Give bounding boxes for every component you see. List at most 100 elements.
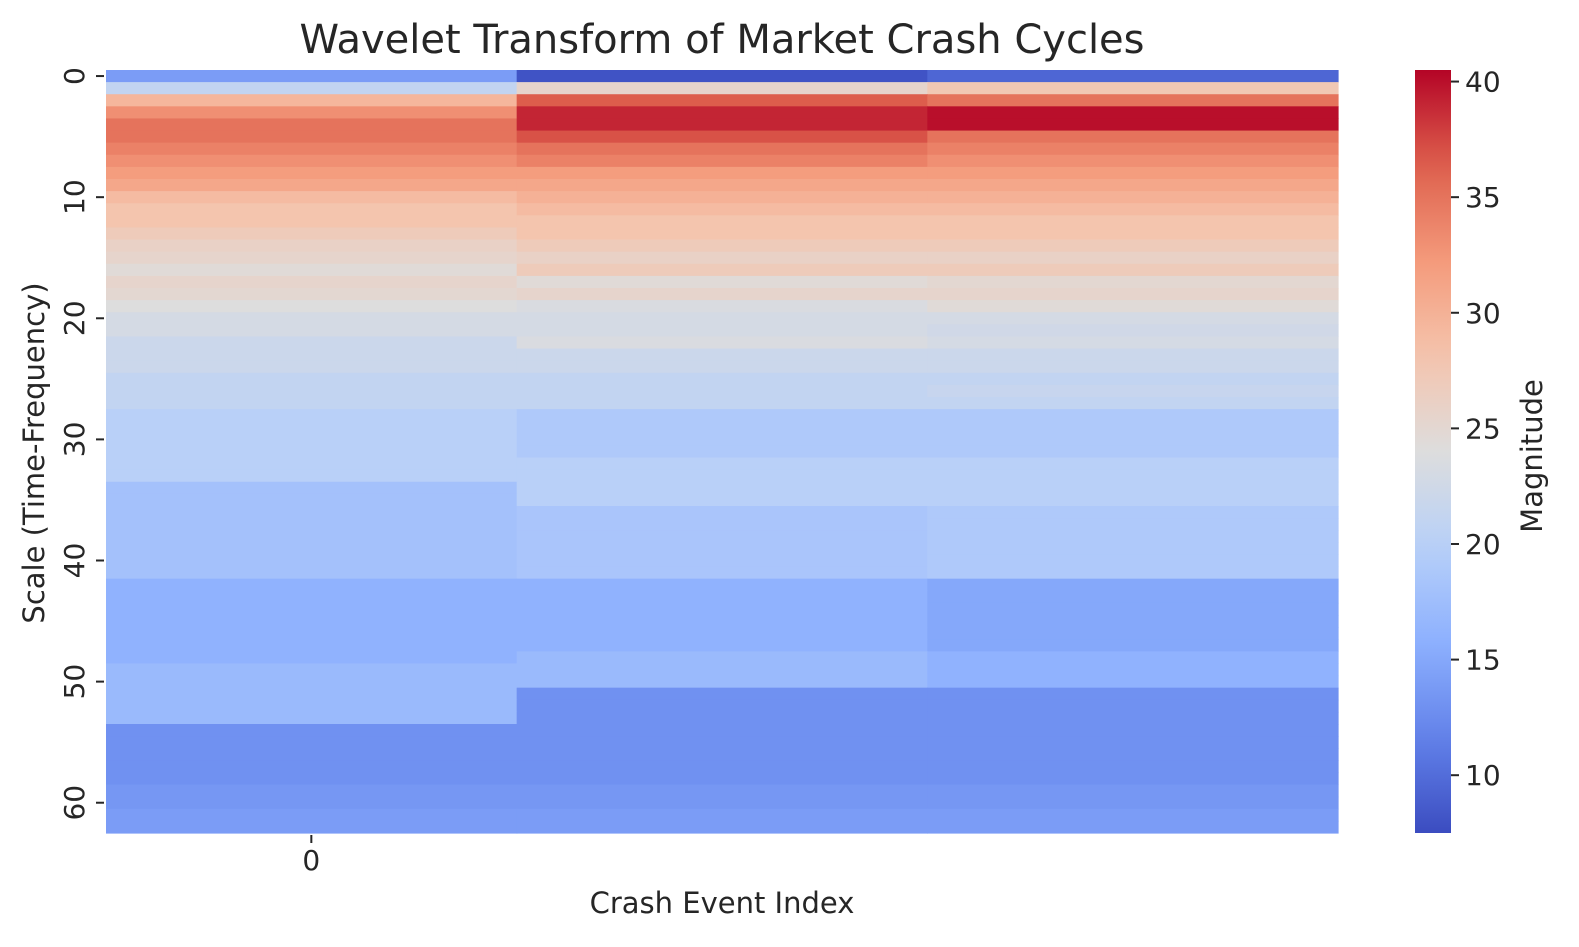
heatmap-cell bbox=[106, 506, 518, 519]
heatmap-cell bbox=[516, 348, 928, 362]
heatmap-cell bbox=[927, 118, 1339, 132]
heatmap-cell bbox=[516, 130, 928, 144]
chart-title: Wavelet Transform of Market Crash Cycles bbox=[299, 17, 1144, 63]
heatmap-cell bbox=[516, 82, 928, 95]
heatmap-cell bbox=[516, 518, 928, 531]
heatmap-cell bbox=[106, 251, 518, 265]
heatmap-cell bbox=[106, 300, 518, 313]
heatmap-cell bbox=[516, 457, 928, 471]
heatmap-cell bbox=[106, 312, 518, 325]
heatmap-cell bbox=[516, 699, 928, 713]
heatmap-cell bbox=[106, 433, 518, 447]
heatmap-cell bbox=[927, 312, 1339, 325]
y-tick-label: 30 bbox=[58, 422, 91, 458]
heatmap-cell bbox=[927, 275, 1339, 289]
heatmap-cell bbox=[516, 578, 928, 592]
heatmap-cell bbox=[927, 554, 1339, 568]
heatmap-cell bbox=[106, 542, 518, 556]
heatmap-cell bbox=[927, 481, 1339, 495]
colorbar-tick-label: 20 bbox=[1465, 528, 1501, 561]
heatmap-cell bbox=[927, 493, 1339, 507]
heatmap-cell bbox=[516, 542, 928, 556]
heatmap-cell bbox=[106, 615, 518, 628]
heatmap-cell bbox=[516, 493, 928, 507]
heatmap-cell bbox=[927, 227, 1339, 241]
colorbar-tick-label: 30 bbox=[1465, 297, 1501, 330]
heatmap-cell bbox=[927, 566, 1339, 580]
heatmap-cell bbox=[106, 639, 518, 652]
heatmap-cell bbox=[516, 784, 928, 798]
heatmap-cell bbox=[106, 578, 518, 592]
heatmap-cell bbox=[927, 602, 1339, 616]
heatmap-cell bbox=[516, 106, 928, 120]
heatmap-cell bbox=[516, 215, 928, 229]
heatmap-cell bbox=[516, 336, 928, 350]
heatmap-cell bbox=[927, 530, 1339, 543]
heatmap-cell bbox=[106, 421, 518, 434]
heatmap-cell bbox=[106, 736, 518, 749]
heatmap-cell bbox=[106, 457, 518, 471]
heatmap-cell bbox=[927, 663, 1339, 677]
heatmap-cell bbox=[927, 324, 1339, 338]
heatmap-cell bbox=[927, 203, 1339, 216]
heatmap-cell bbox=[927, 336, 1339, 350]
y-tick-label: 10 bbox=[58, 179, 91, 215]
heatmap-cell bbox=[927, 372, 1339, 386]
heatmap-cell bbox=[927, 82, 1339, 95]
heatmap-cell bbox=[106, 590, 518, 604]
heatmap-cell bbox=[106, 566, 518, 580]
heatmap-cell bbox=[106, 227, 518, 241]
heatmap-cell bbox=[927, 166, 1339, 180]
heatmap-cell bbox=[106, 263, 518, 277]
heatmap-cell bbox=[927, 784, 1339, 798]
x-axis: 0 bbox=[302, 835, 320, 877]
heatmap-cell bbox=[516, 118, 928, 132]
heatmap-cell bbox=[106, 748, 518, 761]
heatmap-cell bbox=[516, 384, 928, 398]
heatmap-cell bbox=[516, 615, 928, 628]
heatmap-cell bbox=[927, 215, 1339, 229]
heatmap-cell bbox=[516, 227, 928, 241]
heatmap-cell bbox=[516, 360, 928, 374]
heatmap-cell bbox=[106, 166, 518, 180]
heatmap-cell bbox=[927, 675, 1339, 689]
heatmap-cell bbox=[927, 651, 1339, 665]
heatmap-cell bbox=[927, 179, 1339, 192]
heatmap-cell bbox=[106, 675, 518, 689]
y-tick-label: 20 bbox=[58, 300, 91, 336]
y-axis: 0 10 20 30 40 50 60 bbox=[58, 67, 104, 821]
heatmap-cell bbox=[516, 191, 928, 204]
heatmap-cell bbox=[106, 142, 518, 156]
heatmap-cell bbox=[927, 699, 1339, 713]
heatmap-cell bbox=[106, 627, 518, 640]
heatmap-cell bbox=[927, 772, 1339, 786]
heatmap-cell bbox=[516, 748, 928, 761]
heatmap-cell bbox=[927, 736, 1339, 749]
heatmap-cell bbox=[106, 445, 518, 459]
heatmap-cell bbox=[106, 288, 518, 301]
heatmap-cell bbox=[106, 94, 518, 107]
heatmap-cell bbox=[927, 687, 1339, 701]
heatmap-cell bbox=[106, 70, 518, 83]
heatmap-cell bbox=[927, 469, 1339, 483]
heatmap-cell bbox=[516, 179, 928, 192]
heatmap-cell bbox=[927, 70, 1339, 83]
heatmap-cell bbox=[927, 457, 1339, 471]
colorbar-axis: 10 15 20 25 30 35 40 bbox=[1451, 66, 1501, 792]
heatmap-cell bbox=[106, 784, 518, 798]
heatmap-cell bbox=[106, 554, 518, 568]
heatmap-cell bbox=[106, 336, 518, 350]
heatmap-cell bbox=[106, 179, 518, 192]
heatmap-cell bbox=[106, 106, 518, 120]
heatmap-cell bbox=[106, 481, 518, 495]
heatmap-cell bbox=[927, 251, 1339, 265]
heatmap-cell bbox=[106, 493, 518, 507]
heatmap-cell bbox=[516, 70, 928, 83]
heatmap-cell bbox=[106, 203, 518, 216]
heatmap-cells bbox=[106, 70, 1339, 834]
colorbar-label: Magnitude bbox=[1515, 379, 1549, 533]
heatmap-cell bbox=[106, 796, 518, 810]
heatmap-cell bbox=[927, 409, 1339, 422]
heatmap-cell bbox=[516, 251, 928, 265]
heatmap-cell bbox=[516, 263, 928, 277]
